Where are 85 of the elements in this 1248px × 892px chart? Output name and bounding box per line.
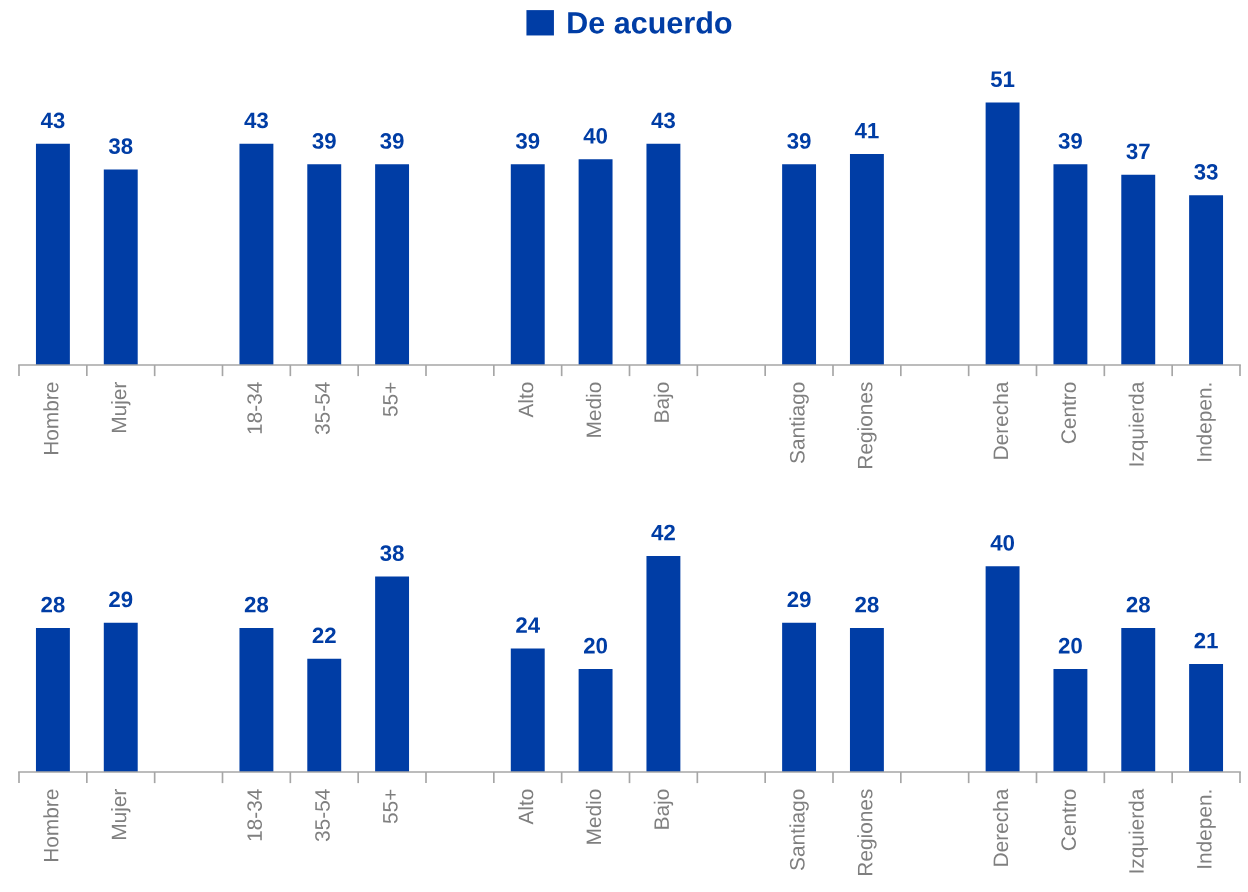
bar	[646, 555, 681, 772]
bar	[578, 159, 613, 365]
bar	[35, 143, 70, 365]
bar	[1121, 174, 1156, 365]
bar	[510, 164, 545, 365]
x-tick-label: Santiago	[789, 382, 809, 463]
x-tick-label: Hombre	[43, 789, 59, 862]
data-label: 39	[380, 133, 404, 149]
bar	[578, 669, 613, 772]
bar	[1189, 663, 1224, 772]
data-label: 39	[515, 133, 540, 149]
x-tick-label: Regiones	[857, 382, 877, 468]
x-tick-label: Bajo	[653, 382, 674, 422]
data-label: 24	[516, 617, 540, 633]
bar	[985, 566, 1020, 772]
x-tick-label: Derecha	[992, 381, 1009, 459]
x-tick-label: Alto	[518, 789, 534, 825]
data-label: 51	[990, 71, 1015, 88]
data-label: 29	[787, 591, 811, 608]
x-tick-label: Santiago	[789, 789, 809, 870]
bar	[35, 627, 70, 772]
bar	[646, 143, 681, 365]
data-label: 41	[854, 123, 879, 139]
data-label: 40	[583, 127, 608, 144]
data-label: 38	[108, 138, 133, 155]
data-label: 28	[1126, 596, 1150, 613]
x-tick-label: Alto	[518, 382, 534, 418]
data-label: 39	[312, 133, 336, 149]
bar	[239, 627, 274, 772]
x-tick-label: 35-54	[315, 382, 330, 435]
x-tick-label: Bajo	[653, 789, 674, 829]
x-tick-label: Izquierda	[1128, 788, 1148, 873]
x-tick-label: Mujer	[111, 382, 131, 433]
bar	[307, 658, 342, 772]
bar	[985, 102, 1020, 365]
bar	[375, 164, 410, 365]
bar	[375, 576, 410, 772]
bar	[1053, 164, 1088, 365]
bar	[1053, 669, 1088, 772]
x-tick-label: 18-34	[247, 382, 263, 434]
bar	[849, 627, 884, 772]
bar	[1189, 195, 1224, 365]
x-tick-label: Regiones	[857, 789, 877, 875]
x-tick-label: Indepen.	[1196, 383, 1216, 461]
bar	[1121, 627, 1156, 772]
x-tick-label: 55+	[383, 789, 398, 824]
data-label: 28	[244, 596, 269, 613]
x-tick-label: Centro	[1061, 789, 1077, 851]
data-label: 22	[312, 627, 336, 644]
x-tick-label: Izquierda	[1128, 381, 1148, 466]
data-label: 40	[990, 534, 1015, 551]
x-tick-label: Mujer	[111, 789, 131, 840]
data-label: 28	[41, 596, 65, 613]
data-label: 39	[1058, 133, 1082, 149]
data-label: 21	[1194, 632, 1218, 649]
x-tick-label: Derecha	[992, 788, 1009, 866]
data-label: 43	[651, 112, 675, 129]
data-label: 43	[244, 112, 268, 129]
data-label: 42	[651, 524, 675, 541]
x-tick-label: 18-34	[247, 789, 263, 841]
bar	[239, 143, 274, 365]
bar	[849, 154, 884, 365]
bar	[103, 169, 138, 365]
bar	[510, 648, 545, 772]
data-label: 28	[855, 596, 879, 613]
data-label: 20	[584, 637, 608, 654]
bar	[103, 622, 138, 772]
data-label: 43	[40, 112, 65, 129]
data-label: 20	[1058, 637, 1082, 654]
x-tick-label: Medio	[585, 789, 602, 844]
legend-label: De acuerdo	[568, 11, 732, 34]
data-label: 38	[380, 545, 404, 562]
x-tick-label: Centro	[1061, 382, 1077, 444]
x-tick-label: 55+	[383, 382, 398, 417]
x-tick-label: Hombre	[43, 382, 59, 455]
data-label: 39	[787, 133, 811, 149]
x-tick-label: Indepen.	[1196, 790, 1216, 868]
bar	[307, 164, 342, 365]
data-label: 29	[109, 591, 133, 608]
x-tick-label: Medio	[585, 382, 602, 437]
bar	[782, 164, 817, 365]
bar	[782, 622, 817, 772]
data-label: 33	[1194, 163, 1218, 180]
data-label: 37	[1126, 143, 1150, 160]
x-tick-label: 35-54	[315, 789, 330, 842]
